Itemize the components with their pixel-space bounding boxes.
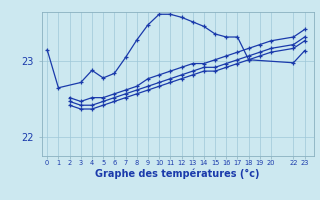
X-axis label: Graphe des températures (°c): Graphe des températures (°c) <box>95 169 260 179</box>
